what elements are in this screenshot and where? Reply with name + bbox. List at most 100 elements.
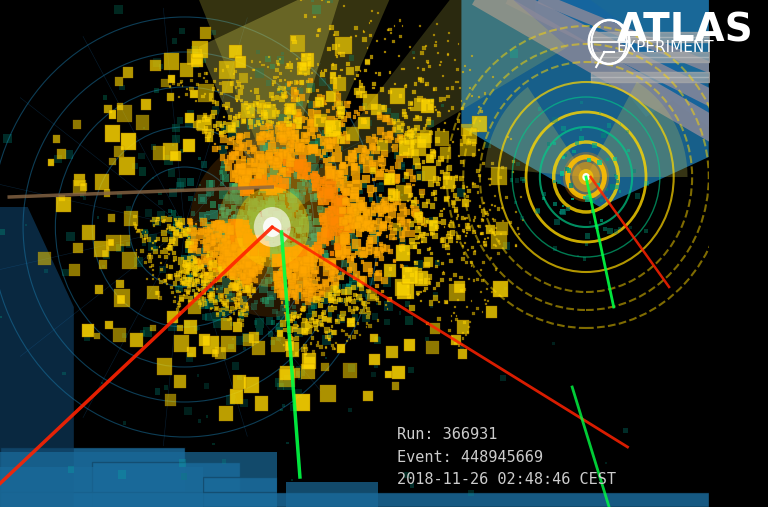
Bar [487,237,489,239]
Bar [240,273,247,280]
Bar [366,120,372,126]
Bar [225,231,231,238]
Bar [300,189,306,196]
Bar [194,266,196,268]
Bar [298,62,301,66]
Bar [247,202,249,205]
Bar [277,254,283,261]
Bar [187,49,202,65]
Bar [240,238,252,251]
Bar [360,276,366,283]
Bar [65,150,73,159]
Bar [277,214,280,217]
Bar [219,299,223,303]
Bar [262,121,264,124]
Bar [238,178,248,190]
Bar [308,221,311,224]
Bar [346,267,352,273]
Bar [428,281,431,285]
Bar [290,259,300,269]
Bar [272,80,276,84]
Bar [190,46,198,54]
Bar [242,174,247,179]
Bar [260,143,268,151]
Bar [290,35,306,52]
Bar [278,254,285,261]
Bar [376,40,378,43]
Bar [337,276,340,279]
Bar [144,238,146,240]
Bar [153,246,158,251]
Bar [163,279,167,283]
Bar [217,256,224,264]
Bar [447,53,449,55]
Bar [286,115,291,119]
Bar [250,224,254,229]
Bar [228,115,232,120]
Bar [266,267,273,274]
Bar [235,241,237,243]
Polygon shape [535,0,709,127]
Bar [369,278,376,285]
Bar [333,103,338,108]
Bar [240,227,243,231]
Bar [253,185,255,187]
Bar [235,277,238,280]
Bar [618,227,621,230]
Bar [194,278,197,281]
Bar [184,320,197,334]
Bar [310,324,313,328]
Bar [240,251,243,255]
Bar [230,235,241,247]
Bar [395,137,400,143]
Bar [339,224,349,235]
Bar [234,222,238,226]
Bar [387,29,389,31]
Bar [342,198,349,206]
Bar [491,162,494,165]
Bar [326,260,329,264]
Bar [365,209,369,214]
Bar [200,275,203,278]
Bar [114,5,123,14]
Bar [469,122,478,132]
Bar [487,213,489,216]
Bar [281,203,285,207]
Bar [280,259,284,263]
Bar [269,223,275,230]
Bar [260,182,265,187]
Bar [190,247,195,252]
Bar [304,262,314,272]
Bar [312,171,318,177]
Bar [253,255,260,262]
Bar [210,93,214,98]
Bar [229,283,236,291]
Bar [292,247,298,254]
Bar [415,135,416,137]
Bar [198,260,204,267]
Bar [462,332,464,334]
Bar [286,442,289,444]
Bar [252,243,260,252]
Bar [251,210,259,220]
Bar [392,174,399,182]
Bar [248,170,251,174]
Bar [314,254,318,258]
Bar [167,311,178,323]
Bar [303,237,307,241]
Bar [240,307,241,309]
Bar [188,285,190,287]
Bar [458,87,461,89]
Bar [326,220,338,232]
Bar [402,265,404,268]
Bar [424,258,433,267]
Bar [283,344,285,346]
Bar [251,200,257,205]
Bar [250,225,259,235]
Bar [116,280,124,288]
Bar [301,285,310,294]
Bar [344,209,348,213]
Bar [319,249,324,254]
Bar [307,144,313,151]
Bar [290,189,299,198]
